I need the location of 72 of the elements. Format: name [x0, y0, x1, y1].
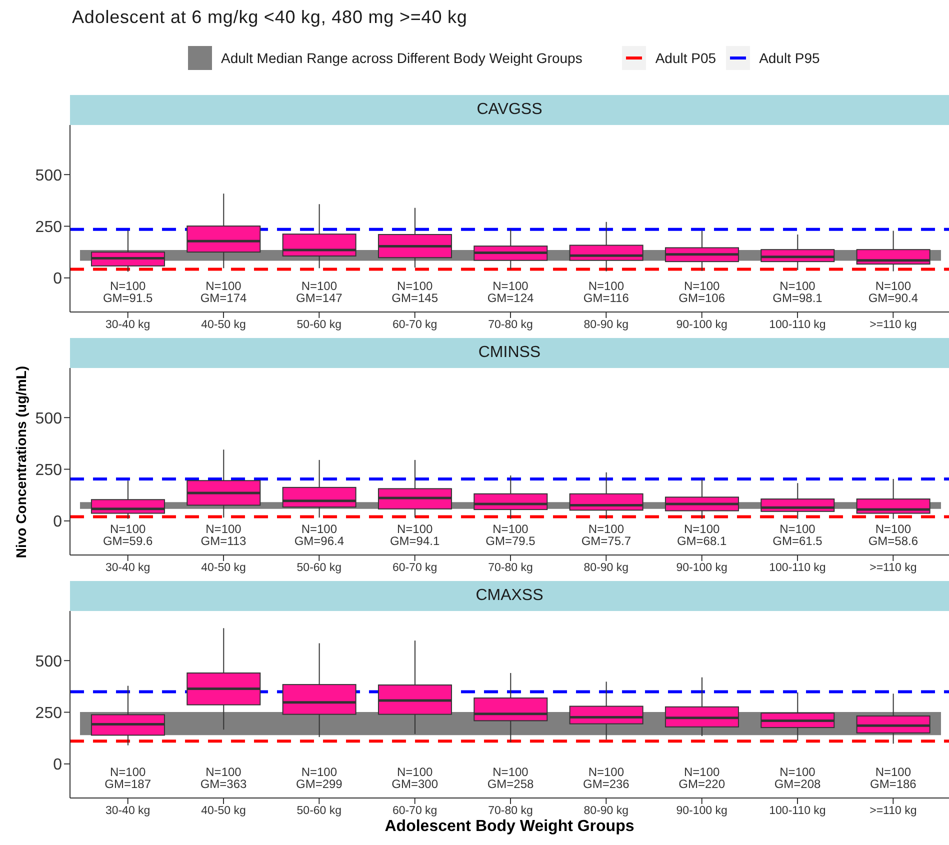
x-tick-label: 100-110 kg: [769, 319, 826, 332]
annotation: N=100 GM=96.4: [294, 522, 344, 548]
x-tick-label: 90-100 kg: [676, 319, 728, 332]
y-tick-label: 500: [35, 167, 62, 184]
y-tick-label: 500: [35, 410, 62, 428]
y-tick-label: 250: [35, 218, 62, 236]
chart-subtitle: CMAXSS: [476, 587, 544, 605]
annotation: N=100 GM=299: [296, 765, 343, 792]
x-tick-label: 30-40 kg: [105, 805, 150, 818]
x-tick-label: 60-70 kg: [392, 805, 438, 818]
annotation: N=100 GM=58.6: [868, 522, 918, 548]
x-tick-label: 30-40 kg: [105, 319, 150, 332]
x-tick-label: 50-60 kg: [296, 319, 342, 332]
y-tick-label: 0: [53, 514, 62, 531]
x-tick-label: 60-70 kg: [392, 319, 438, 332]
annotation: N=100 GM=236: [582, 765, 630, 792]
annotation: N=100 GM=187: [104, 765, 152, 792]
annotation: N=100 GM=258: [487, 765, 534, 792]
x-tick-label: 50-60 kg: [296, 805, 342, 818]
x-tick-label: 90-100 kg: [676, 562, 728, 574]
y-axis-title: Nivo Concentrations (ug/mL): [12, 365, 29, 558]
x-tick-label: 100-110 kg: [769, 562, 826, 574]
annotation: N=100 GM=59.6: [102, 522, 153, 548]
x-tick-label: >=110 kg: [870, 562, 917, 574]
annotation: N=100 GM=113: [200, 522, 247, 548]
annotation: N=100 GM=145: [392, 279, 438, 306]
annotation: N=100 GM=91.5: [102, 279, 153, 306]
x-tick-label: 70-80 kg: [488, 562, 533, 574]
y-tick-label: 250: [35, 704, 62, 722]
annotation: N=100 GM=68.1: [676, 522, 727, 548]
annotation: N=100 GM=61.5: [772, 522, 823, 548]
x-tick-label: >=110 kg: [870, 319, 917, 332]
chart-subtitle: CMINSS: [478, 344, 541, 362]
annotation: N=100 GM=300: [392, 765, 438, 792]
annotation: N=100 GM=116: [583, 279, 630, 306]
x-tick-label: 70-80 kg: [488, 805, 533, 818]
y-tick-label: 0: [53, 756, 62, 774]
annotation: N=100 GM=174: [200, 279, 248, 306]
chart-title: Adolescent at 6 mg/kg <40 kg, 480 mg >=40 kg: [72, 7, 468, 27]
legend-label: Adult P95: [759, 50, 820, 66]
y-tick-label: 500: [35, 653, 62, 670]
x-tick-label: 60-70 kg: [392, 562, 438, 574]
x-tick-label: 90-100 kg: [676, 805, 728, 818]
annotation: N=100 GM=186: [870, 765, 917, 792]
x-tick-label: 30-40 kg: [105, 562, 150, 574]
annotation: N=100 GM=90.4: [868, 279, 918, 306]
x-tick-label: 80-90 kg: [584, 319, 629, 332]
chart-subtitle: CAVGSS: [476, 101, 542, 119]
x-tick-label: 50-60 kg: [296, 562, 342, 574]
x-tick-label: 100-110 kg: [769, 805, 826, 818]
y-tick-label: 0: [53, 270, 62, 288]
x-tick-label: >=110 kg: [870, 805, 917, 818]
x-tick-label: 40-50 kg: [201, 562, 246, 574]
annotation: N=100 GM=147: [296, 279, 343, 306]
x-tick-label: 40-50 kg: [201, 805, 246, 818]
annotation: N=100 GM=94.1: [390, 522, 440, 548]
legend-label: Adult P05: [655, 50, 716, 66]
annotation: N=100 GM=75.7: [581, 522, 632, 548]
annotation: N=100 GM=124: [487, 279, 534, 306]
legend-label: Adult Median Range across Different Body Weight Groups: [221, 50, 582, 66]
y-tick-label: 250: [35, 462, 62, 479]
annotation: N=100 GM=79.5: [486, 522, 536, 548]
x-tick-label: 70-80 kg: [488, 319, 533, 332]
x-axis-title: Adolescent Body Weight Groups: [384, 818, 634, 835]
annotation: N=100 GM=208: [774, 765, 822, 792]
annotation: N=100 GM=98.1: [772, 279, 823, 306]
annotation: N=100 GM=363: [200, 765, 248, 792]
x-tick-label: 40-50 kg: [201, 319, 246, 332]
annotation: N=100 GM=220: [678, 765, 726, 792]
annotation: N=100 GM=106: [678, 279, 726, 306]
x-tick-label: 80-90 kg: [584, 562, 629, 574]
x-tick-label: 80-90 kg: [584, 805, 629, 818]
